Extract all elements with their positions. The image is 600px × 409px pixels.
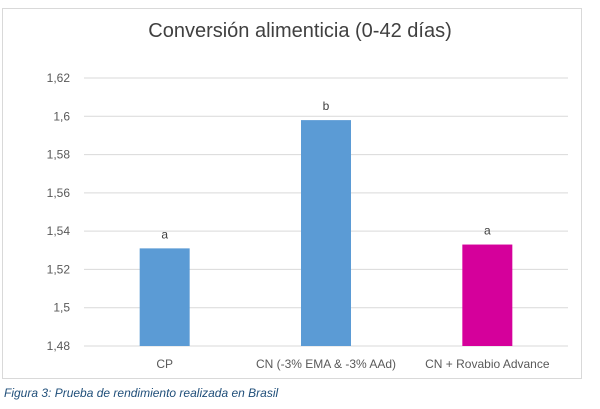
bar bbox=[139, 248, 190, 346]
x-tick-label: CN (-3% EMA & -3% AAd) bbox=[256, 357, 396, 371]
x-axis-ticks: CP CN (-3% EMA & -3% AAd) CN + Rovabio Adv… bbox=[156, 357, 550, 371]
bar-annotation: b bbox=[323, 99, 330, 113]
bar-annotation: a bbox=[484, 224, 491, 238]
x-tick-label: CP bbox=[156, 357, 173, 371]
y-tick-label: 1,54 bbox=[47, 224, 71, 238]
bar bbox=[462, 244, 513, 346]
y-axis-ticks: 1,48 1,5 1,52 1,54 1,56 1,58 1,6 1,62 bbox=[47, 71, 71, 353]
y-tick-label: 1,56 bbox=[47, 186, 71, 200]
x-tick-label: CN + Rovabio Advance bbox=[425, 357, 550, 371]
y-tick-label: 1,52 bbox=[47, 262, 71, 276]
bars bbox=[139, 120, 513, 346]
y-tick-label: 1,62 bbox=[47, 71, 71, 85]
y-tick-label: 1,58 bbox=[47, 148, 71, 162]
figure-caption: Figura 3: Prueba de rendimiento realizad… bbox=[4, 386, 279, 400]
bar-annotation: a bbox=[161, 227, 168, 241]
bar-annotations: a b a bbox=[161, 99, 491, 241]
y-tick-label: 1,5 bbox=[53, 301, 70, 315]
bar bbox=[301, 120, 351, 346]
y-tick-label: 1,6 bbox=[53, 109, 70, 123]
chart-title: Conversión alimenticia (0-42 días) bbox=[148, 20, 452, 42]
y-tick-label: 1,48 bbox=[47, 339, 71, 353]
